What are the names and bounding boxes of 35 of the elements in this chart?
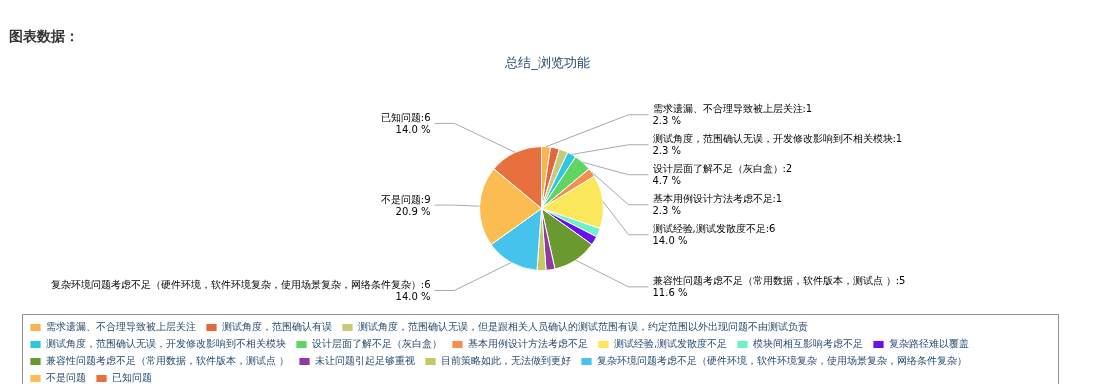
legend-label: 模块间相互影响考虑不足 bbox=[753, 337, 864, 351]
legend-label: 测试经验,测试发散度不足 bbox=[614, 337, 728, 351]
text: 2.3 % bbox=[652, 115, 682, 127]
legend-label: 复杂路径难以覆盖 bbox=[889, 337, 970, 351]
legend-label: 不是问题 bbox=[46, 371, 86, 384]
legend-label: 需求遗漏、不合理导致被上层关注 bbox=[46, 320, 196, 334]
legend-label: 测试角度，范围确认无误，但是跟相关人员确认的测试范围有误，约定范围以外出现问题不由测试负责 bbox=[358, 320, 808, 334]
category-label: 复杂环境问题考虑不足（硬件环境，软件环境复杂，使用场景复杂，网络条件复杂）:6 bbox=[50, 278, 431, 290]
text: 14.0 % bbox=[652, 235, 688, 247]
legend-label: 测试角度，范围确认有误 bbox=[222, 320, 332, 334]
text: 14.0 % bbox=[395, 123, 431, 135]
legend-label: 兼容性问题考虑不足（常用数据，软件版本，测试点 ） bbox=[46, 354, 290, 368]
text: 20.9 % bbox=[395, 205, 431, 217]
legend-label: 已知问题 bbox=[112, 371, 152, 384]
category-label: 不是问题:9 bbox=[380, 193, 431, 205]
chart-title: 总结_浏览功能 bbox=[504, 55, 590, 70]
text: 图表数据： bbox=[8, 27, 79, 44]
text: 4.7 % bbox=[652, 175, 682, 187]
text: 2.3 % bbox=[652, 145, 682, 157]
legend-label: 测试角度，范围确认无误，开发修改影响到不相关模块 bbox=[46, 337, 286, 351]
category-label: 已知问题:6 bbox=[380, 111, 431, 123]
category-label: 需求遗漏、不合理导致被上层关注:1 bbox=[652, 103, 813, 115]
category-label: 基本用例设计方法考虑不足:1 bbox=[652, 193, 783, 205]
legend-label: 未让问题引起足够重视 bbox=[315, 354, 416, 368]
category-label: 测试经验,测试发散度不足:6 bbox=[652, 223, 776, 235]
legend-label: 复杂环境问题考虑不足（硬件环境，软件环境复杂，使用场景复杂，网络条件复杂） bbox=[597, 354, 968, 368]
legend-label: 目前策略如此，无法做到更好 bbox=[441, 354, 572, 368]
category-label: 兼容性问题考虑不足（常用数据，软件版本，测试点 ）:5 bbox=[652, 275, 906, 287]
legend-label: 设计层面了解不足（灰白盒） bbox=[312, 337, 442, 351]
category-label: 设计层面了解不足（灰白盒）:2 bbox=[652, 163, 793, 175]
legend-label: 基本用例设计方法考虑不足 bbox=[468, 337, 588, 351]
category-label: 测试角度，范围确认无误，开发修改影响到不相关模块:1 bbox=[652, 133, 903, 145]
text: 2.3 % bbox=[652, 205, 682, 217]
text: 11.6 % bbox=[652, 287, 688, 299]
text: 14.0 % bbox=[395, 291, 431, 303]
